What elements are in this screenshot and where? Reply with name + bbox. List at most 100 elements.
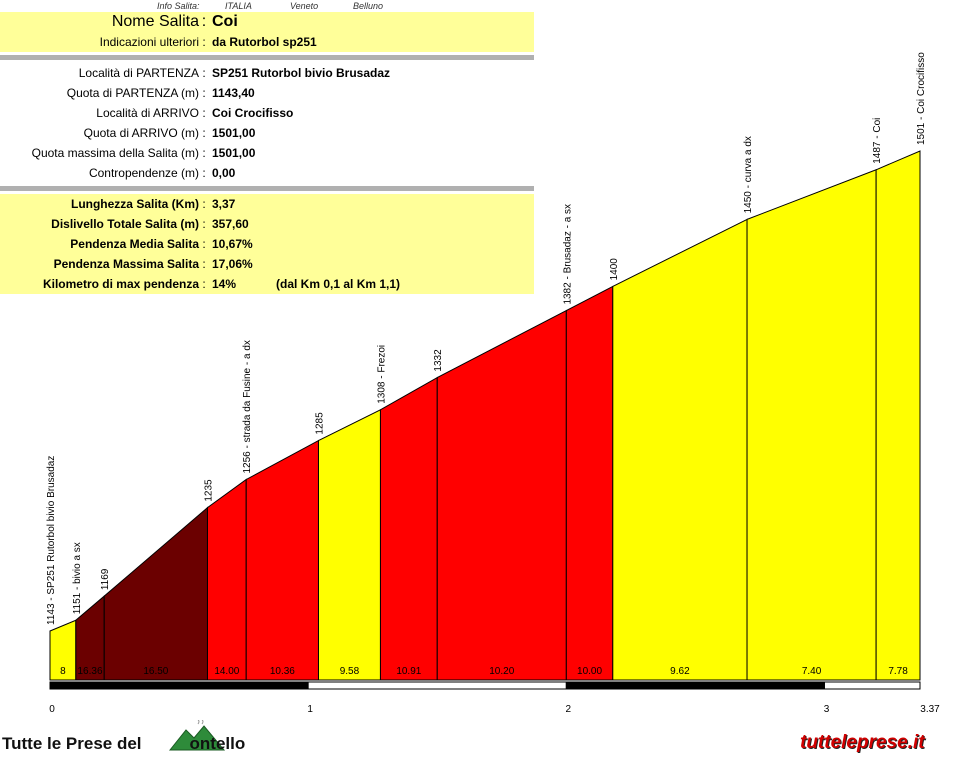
row-localita-partenza: Località di PARTENZA : SP251 Rutorbol bi… bbox=[0, 63, 534, 83]
point-label: 1501 - Coi Crocifisso bbox=[916, 52, 927, 145]
nome-salita-label: Nome Salita bbox=[111, 13, 199, 30]
profile-segment bbox=[206, 478, 247, 681]
lunghezza-value: 3,37 bbox=[212, 197, 236, 211]
segment-gradient-label: 16.36 bbox=[77, 666, 102, 677]
segment-gradient-label: 8 bbox=[60, 666, 66, 677]
point-label: 1235 bbox=[203, 479, 214, 502]
footer-brand: Tutte le Prese del ontello bbox=[2, 734, 245, 754]
point-label: 1308 - Frezoi bbox=[376, 345, 387, 404]
colon: : bbox=[202, 277, 206, 291]
profile-segment bbox=[565, 285, 614, 681]
dislivello-value: 357,60 bbox=[212, 217, 249, 231]
row-contropendenze: Contropendenze (m) : 0,00 bbox=[0, 163, 534, 183]
x-tick-label: 0 bbox=[49, 704, 55, 715]
colon: : bbox=[202, 217, 206, 231]
km-max-pendenza-range: (dal Km 0,1 al Km 1,1) bbox=[276, 277, 401, 291]
point-label: 1332 bbox=[433, 349, 444, 372]
row-localita-arrivo: Località di ARRIVO : Coi Crocifisso bbox=[0, 103, 534, 123]
colon: : bbox=[202, 126, 206, 140]
colon: : bbox=[202, 257, 206, 271]
colon: : bbox=[202, 86, 206, 100]
point-label: 1400 bbox=[609, 258, 620, 281]
separator bbox=[0, 186, 534, 191]
point-label: 1256 - strada da Fusine - a dx bbox=[242, 340, 253, 473]
colon: : bbox=[201, 13, 207, 30]
colon: : bbox=[202, 146, 206, 160]
colon: : bbox=[202, 106, 206, 120]
quota-arrivo-label: Quota di ARRIVO (m) bbox=[83, 126, 199, 140]
country-label: ITALIA bbox=[225, 1, 252, 11]
footer-brand-text: Tutte le Prese del bbox=[2, 734, 142, 753]
segment-gradient-label: 7.78 bbox=[888, 666, 908, 677]
x-tick-label: 3.37 bbox=[920, 704, 940, 715]
row-km-max-pendenza: Kilometro di max pendenza : 14% (dal Km … bbox=[0, 274, 534, 294]
quota-massima-value: 1501,00 bbox=[212, 146, 256, 160]
colon: : bbox=[202, 197, 206, 211]
footer-brand-text-end: ontello bbox=[189, 734, 246, 753]
x-tick-label: 3 bbox=[824, 704, 830, 715]
row-indicazioni: Indicazioni ulteriori : da Rutorbol sp25… bbox=[0, 32, 534, 52]
profile-segment bbox=[103, 506, 208, 681]
indicazioni-label: Indicazioni ulteriori bbox=[99, 35, 199, 49]
point-label: 1382 - Brusadaz - a sx bbox=[562, 204, 573, 305]
colon: : bbox=[202, 237, 206, 251]
row-pendenza-massima: Pendenza Massima Salita : 17,06% bbox=[0, 254, 534, 274]
quota-partenza-value: 1143,40 bbox=[212, 86, 255, 100]
profile-segment bbox=[245, 439, 319, 681]
row-quota-partenza: Quota di PARTENZA (m) : 1143,40 bbox=[0, 83, 534, 103]
pendenza-media-value: 10,67% bbox=[212, 237, 253, 251]
point-label: 1285 bbox=[314, 412, 325, 435]
separator bbox=[0, 55, 534, 60]
point-label: 1487 - Coi bbox=[872, 118, 883, 164]
row-quota-arrivo: Quota di ARRIVO (m) : 1501,00 bbox=[0, 123, 534, 143]
pendenza-massima-label: Pendenza Massima Salita bbox=[53, 257, 199, 271]
point-label: 1143 - SP251 Rutorbol bivio Brusadaz bbox=[46, 456, 57, 625]
segment-gradient-label: 16.50 bbox=[143, 666, 168, 677]
province-label: Belluno bbox=[353, 1, 384, 11]
x-tick-label: 2 bbox=[566, 704, 572, 715]
lunghezza-label: Lunghezza Salita (Km) bbox=[70, 197, 199, 211]
row-lunghezza: Lunghezza Salita (Km) : 3,37 bbox=[0, 194, 534, 214]
colon: : bbox=[202, 166, 206, 180]
row-dislivello: Dislivello Totale Salita (m) : 357,60 bbox=[0, 214, 534, 234]
footer-site-link[interactable]: tutteleprese.it bbox=[800, 732, 925, 753]
dislivello-label: Dislivello Totale Salita (m) bbox=[51, 217, 199, 231]
profile-segment bbox=[875, 150, 921, 681]
localita-arrivo-value: Coi Crocifisso bbox=[212, 106, 294, 120]
km-scale-block bbox=[823, 681, 921, 690]
pendenza-media-label: Pendenza Media Salita bbox=[70, 237, 199, 251]
nome-salita-value: Coi bbox=[212, 13, 238, 30]
point-label: 1151 - bivio a sx bbox=[72, 542, 83, 614]
km-max-pendenza-label: Kilometro di max pendenza bbox=[42, 277, 199, 291]
km-max-pendenza-value: 14% bbox=[212, 277, 237, 291]
segment-gradient-label: 9.58 bbox=[340, 666, 360, 677]
segment-gradient-label: 14.00 bbox=[214, 666, 239, 677]
indicazioni-value: da Rutorbol sp251 bbox=[212, 35, 317, 49]
segment-gradient-label: 10.20 bbox=[489, 666, 514, 677]
climb-info-table: Nome Salita : Coi Indicazioni ulteriori … bbox=[0, 12, 534, 294]
segment-gradient-label: 10.36 bbox=[270, 666, 295, 677]
row-pendenza-media: Pendenza Media Salita : 10,67% bbox=[0, 234, 534, 254]
profile-segment bbox=[746, 169, 877, 681]
row-quota-massima: Quota massima della Salita (m) : 1501,00 bbox=[0, 143, 534, 163]
region-label: Veneto bbox=[290, 1, 319, 11]
profile-segment bbox=[379, 376, 438, 681]
contropendenze-value: 0,00 bbox=[212, 166, 236, 180]
profile-segment bbox=[317, 408, 381, 681]
segment-gradient-label: 10.00 bbox=[577, 666, 602, 677]
colon: : bbox=[202, 66, 206, 80]
info-salita-label: Info Salita: bbox=[157, 1, 200, 11]
localita-partenza-value: SP251 Rutorbol bivio Brusadaz bbox=[212, 66, 391, 80]
colon: : bbox=[202, 35, 206, 49]
segment-gradient-label: 10.91 bbox=[396, 666, 421, 677]
info-header-row: Info Salita: ITALIA Veneto Belluno bbox=[0, 0, 540, 12]
mountain-logo bbox=[168, 720, 226, 751]
quota-massima-label: Quota massima della Salita (m) bbox=[31, 146, 199, 160]
km-scale-block bbox=[307, 681, 567, 690]
segment-gradient-label: 9.62 bbox=[670, 666, 690, 677]
quota-partenza-label: Quota di PARTENZA (m) bbox=[66, 86, 199, 100]
point-label: 1450 - curva a dx bbox=[743, 136, 754, 213]
profile-segment bbox=[612, 218, 748, 681]
contropendenze-label: Contropendenze (m) bbox=[88, 166, 199, 180]
